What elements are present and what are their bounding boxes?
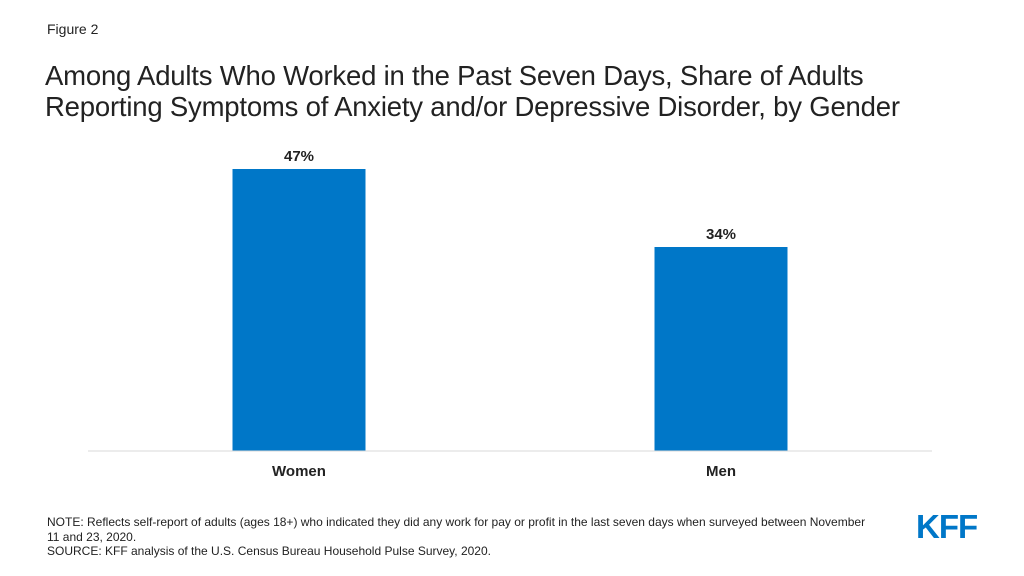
chart-title-line-2: Reporting Symptoms of Anxiety and/or Dep… (45, 91, 900, 122)
figure-label: Figure 2 (47, 21, 99, 37)
category-label-men: Men (706, 463, 736, 480)
category-label-women: Women (272, 463, 326, 480)
source-text: SOURCE: KFF analysis of the U.S. Census … (47, 544, 491, 558)
bar-men (654, 247, 788, 451)
labels-layer: 47% Women 34% Men (272, 148, 736, 480)
data-label-men: 34% (706, 226, 736, 243)
kff-logo: KFF (916, 508, 978, 545)
chart-title-line-1: Among Adults Who Worked in the Past Seve… (45, 60, 864, 91)
chart-title: Among Adults Who Worked in the Past Seve… (45, 60, 985, 122)
bar-women (232, 169, 366, 451)
note-text: NOTE: Reflects self-report of adults (ag… (47, 515, 866, 544)
bars-layer (232, 169, 788, 451)
footnotes: NOTE: Reflects self-report of adults (ag… (47, 515, 867, 559)
data-label-women: 47% (284, 148, 314, 165)
